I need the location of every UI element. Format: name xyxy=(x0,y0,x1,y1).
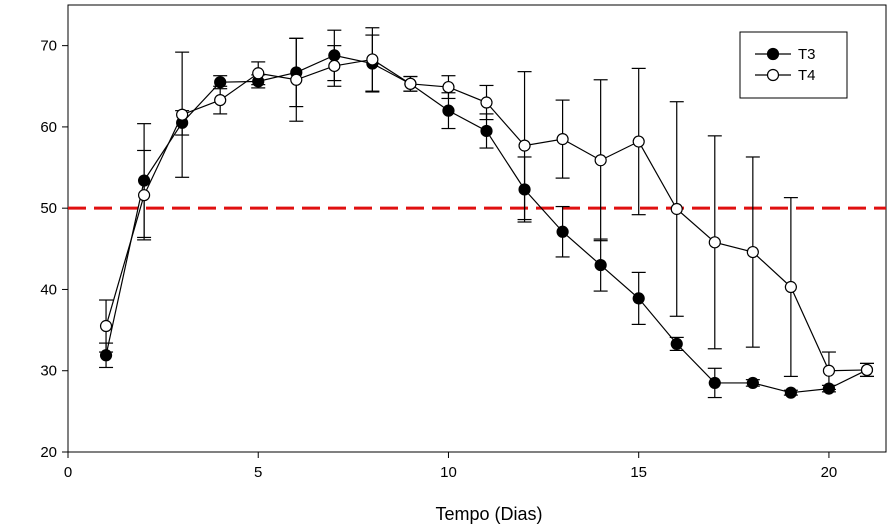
data-point-t4 xyxy=(442,80,455,94)
data-point-t4 xyxy=(708,236,721,249)
data-point-t4 xyxy=(328,59,341,73)
series-group xyxy=(99,27,874,399)
y-tick-label: 30 xyxy=(40,363,57,380)
data-point-t3 xyxy=(746,376,759,390)
data-point-t4 xyxy=(290,73,303,86)
y-tick-label: 60 xyxy=(40,119,57,136)
y-tick-label: 20 xyxy=(40,444,57,461)
x-tick-label: 15 xyxy=(630,464,647,481)
data-point-t4 xyxy=(860,363,874,377)
data-point-t4 xyxy=(518,139,531,152)
data-point-t3 xyxy=(480,124,493,138)
data-point-t3 xyxy=(594,258,607,272)
legend-label-t3: T3 xyxy=(798,46,816,63)
legend-label-t4: T4 xyxy=(798,67,816,84)
data-point-t3 xyxy=(632,292,645,305)
x-tick-label: 0 xyxy=(64,464,72,481)
y-tick-label: 50 xyxy=(40,200,57,217)
x-tick-label: 20 xyxy=(821,464,838,481)
plot-area-border xyxy=(67,4,887,453)
series-t4 xyxy=(99,27,874,391)
data-point-t3 xyxy=(708,376,721,390)
plot-frame xyxy=(67,4,887,453)
legend-marker-t4 xyxy=(766,68,780,82)
data-point-t3 xyxy=(784,386,797,399)
data-point-t4 xyxy=(784,280,797,294)
data-point-t4 xyxy=(366,53,379,66)
axis-ticks: 0 5 10 15 20 20 30 40 50 60 70 xyxy=(40,38,837,481)
x-axis-title: Tempo (Dias) xyxy=(435,504,542,524)
x-tick-label: 5 xyxy=(254,464,262,481)
x-tick-label: 10 xyxy=(440,464,457,481)
data-point-t4 xyxy=(176,108,189,121)
legend-box xyxy=(739,31,848,99)
data-point-t3 xyxy=(670,337,683,351)
data-point-t4 xyxy=(252,67,265,80)
data-point-t4 xyxy=(480,96,493,109)
data-point-t4 xyxy=(99,319,113,333)
data-point-t4 xyxy=(822,364,836,377)
data-point-t4 xyxy=(214,93,227,107)
data-point-t4 xyxy=(594,154,607,167)
data-point-t4 xyxy=(137,189,151,202)
data-point-t4 xyxy=(746,245,759,259)
y-tick-label: 70 xyxy=(40,38,57,55)
y-tick-label: 40 xyxy=(40,281,57,298)
legend-marker-t3 xyxy=(766,47,780,61)
data-point-t4 xyxy=(632,135,645,148)
data-point-t4 xyxy=(556,133,569,146)
data-point-t3 xyxy=(442,104,455,117)
data-point-t4 xyxy=(404,77,417,90)
data-point-t4 xyxy=(670,202,683,216)
data-point-t3 xyxy=(556,225,569,238)
